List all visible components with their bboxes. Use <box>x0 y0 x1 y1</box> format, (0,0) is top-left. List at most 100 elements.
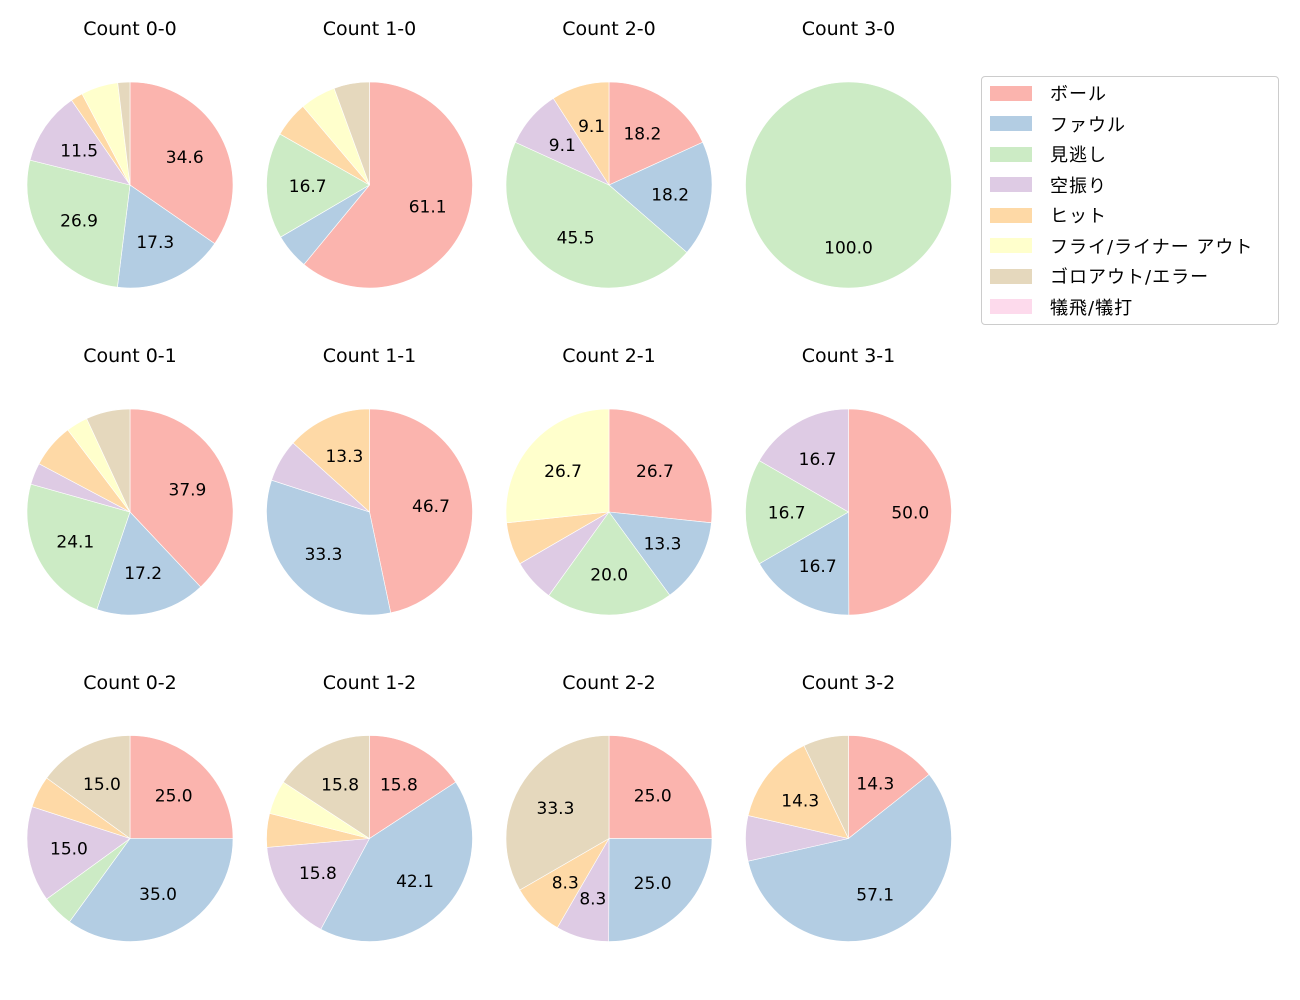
legend-label: 犠飛/犠打 <box>1050 297 1134 319</box>
slice-label: 24.1 <box>56 532 94 552</box>
pie-slice <box>369 408 473 614</box>
pie-slice <box>745 460 850 565</box>
slice-label: 25.0 <box>155 786 193 806</box>
slice-label: 26.7 <box>544 462 582 482</box>
pie-slice <box>320 781 473 942</box>
pie-count-2-0: Count 2-0 18.2 18.2 45.5 9.19.1 <box>505 18 713 289</box>
pie-title: Count 1-1 <box>323 345 417 367</box>
pie-count-2-1: Count 2-1 26.7 13.3 20.0 26.7 <box>505 345 713 616</box>
legend-item-grounder-error: ゴロアウト/エラー <box>990 264 1209 288</box>
pie-slice <box>548 511 671 616</box>
slice-label: 9.1 <box>549 136 576 156</box>
pie-count-3-1: Count 3-1 50.0 16.7 16.7 16.7 <box>745 345 952 616</box>
pie-slice <box>117 81 131 186</box>
pie-title: Count 3-1 <box>802 345 896 367</box>
slice-label: 14.3 <box>856 774 894 794</box>
pie-count-1-2: Count 1-2 15.8 42.1 15.8 15.8 <box>266 672 473 942</box>
legend-swatch-hit <box>990 207 1032 223</box>
pie-count-0-2: Count 0-2 25.0 35.0 15.0 15.0 <box>26 672 234 942</box>
slice-label: 13.3 <box>325 447 363 467</box>
slice-label: 100.0 <box>824 238 873 258</box>
pie-slice <box>129 81 234 245</box>
slice-label: 26.7 <box>636 462 674 482</box>
pie-count-1-1: Count 1-1 46.7 33.3 13.3 <box>266 345 473 616</box>
pie-slice <box>266 133 371 238</box>
legend-item-hit: ヒット <box>990 203 1107 227</box>
pie-slice <box>129 408 234 588</box>
pie-slice <box>505 141 688 289</box>
slice-label: 11.5 <box>60 141 98 161</box>
pie-slice <box>46 735 131 840</box>
pie-slice <box>608 141 713 253</box>
pie-title: Count 0-0 <box>83 18 177 40</box>
slice-label: 42.1 <box>396 872 434 892</box>
legend-swatch-foul <box>990 116 1032 131</box>
slice-label: 16.7 <box>799 557 837 577</box>
slice-label: 14.3 <box>781 791 819 811</box>
pie-count-3-2: Count 3-2 14.3 57.1 14.3 <box>745 672 952 942</box>
legend-swatch-fly-liner-out <box>990 238 1032 253</box>
pie-count-1-0: Count 1-0 61.1 16.7 <box>266 18 473 289</box>
pie-slice <box>266 838 371 930</box>
pie-slice <box>26 159 131 288</box>
pie-count-0-1: Count 0-1 37.9 17.2 24.1 <box>26 345 234 616</box>
pie-title: Count 2-2 <box>562 672 656 694</box>
pie-slice <box>758 408 849 513</box>
pie-title: Count 3-2 <box>802 672 896 694</box>
pie-slice <box>552 81 610 187</box>
slice-label: 13.3 <box>644 534 682 554</box>
slice-label: 34.6 <box>166 148 204 168</box>
pie-slice <box>96 511 202 616</box>
legend-item-foul: ファウル <box>990 112 1126 136</box>
pie-title: Count 0-2 <box>83 672 177 694</box>
pie-slice <box>29 99 131 186</box>
pie-slice <box>848 735 930 840</box>
slice-label: 50.0 <box>891 503 929 523</box>
pie-slice <box>26 806 131 900</box>
slice-label: 9.1 <box>578 117 605 137</box>
slice-label: 37.9 <box>169 481 207 501</box>
slice-label: 8.3 <box>579 890 606 910</box>
pie-slice <box>86 408 131 513</box>
chart-legend: ボール ファウル 見逃し 空振り ヒット フライ/ライナー アウト ゴロアウト/… <box>981 76 1279 325</box>
pie-slice <box>117 184 216 289</box>
legend-item-ball: ボール <box>990 81 1107 105</box>
slice-label: 25.0 <box>634 786 672 806</box>
slice-label: 18.2 <box>651 185 689 205</box>
pie-slice <box>369 735 457 840</box>
slice-label: 8.3 <box>552 874 579 894</box>
legend-item-called-strike: 見逃し <box>990 142 1107 166</box>
legend-item-sacrifice: 犠飛/犠打 <box>990 295 1133 319</box>
slice-label: 20.0 <box>590 565 628 585</box>
slice-label: 33.3 <box>305 545 343 565</box>
slice-label: 15.8 <box>299 864 337 884</box>
legend-item-swinging-strike: 空振り <box>990 173 1107 197</box>
slice-label: 18.2 <box>623 125 661 145</box>
legend-swatch-swinging-strike <box>990 177 1032 192</box>
pie-slice <box>758 511 850 616</box>
pie-slice <box>129 735 234 839</box>
pie-slice <box>745 81 952 289</box>
slice-label: 35.0 <box>139 885 177 905</box>
legend-label: 空振り <box>1050 175 1107 197</box>
legend-swatch-called-strike <box>990 146 1032 162</box>
slice-label: 57.1 <box>856 886 894 906</box>
pie-slice <box>608 735 713 839</box>
pie-title: Count 3-0 <box>802 18 896 40</box>
pie-count-3-0: Count 3-0 100.0 <box>745 18 952 289</box>
slice-label: 25.0 <box>634 874 672 894</box>
pie-slice <box>608 511 712 596</box>
pie-slice <box>747 774 952 942</box>
slice-label: 61.1 <box>409 197 447 217</box>
slice-label: 46.7 <box>412 497 450 517</box>
slice-label: 15.8 <box>380 776 418 796</box>
slice-label: 33.3 <box>537 799 575 819</box>
pie-title: Count 1-0 <box>323 18 417 40</box>
slice-label: 15.8 <box>321 776 359 796</box>
pie-title: Count 0-1 <box>83 345 177 367</box>
pie-slice <box>747 745 850 839</box>
pie-slice <box>303 81 473 289</box>
legend-swatch-ball <box>990 85 1032 101</box>
legend-label: フライ/ライナー アウト <box>1050 236 1254 258</box>
pie-slice <box>848 408 952 616</box>
